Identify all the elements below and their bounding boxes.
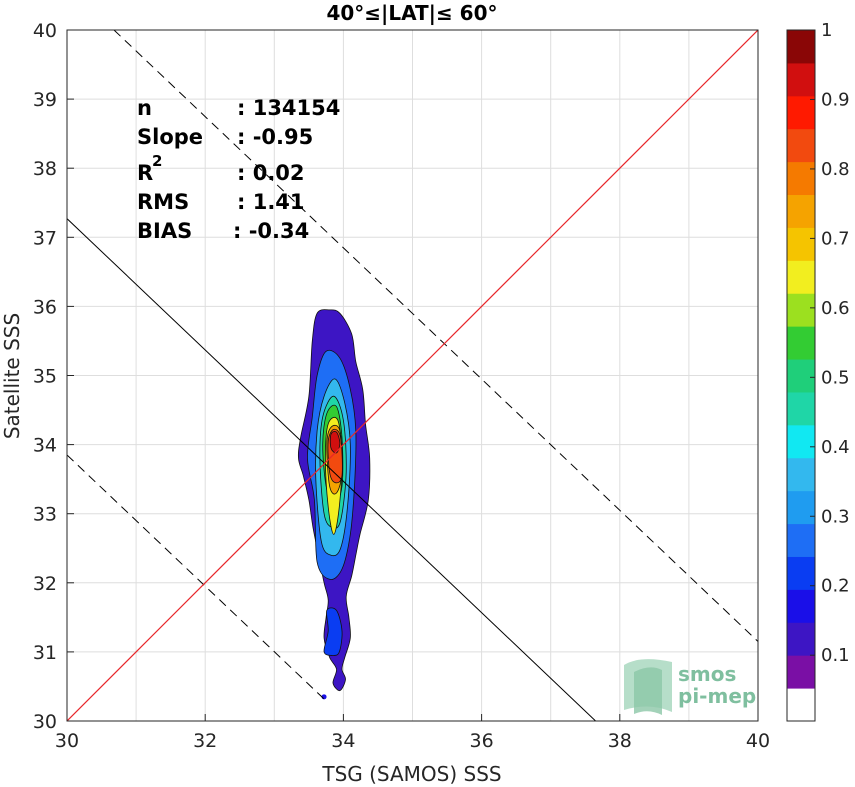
stat-r2-value: : 0.02 — [237, 161, 305, 185]
colorbar-segment — [787, 391, 815, 426]
colorbar-segment — [787, 194, 815, 228]
colorbar-segment — [787, 424, 815, 459]
colorbar-segment — [787, 688, 815, 722]
logo-line2: pi-mep — [678, 684, 756, 708]
stat-bias-label: BIAS — [137, 219, 192, 243]
x-tick-label: 36 — [470, 730, 494, 752]
stat-slope-value: : -0.95 — [237, 125, 313, 149]
colorbar-segment — [787, 95, 815, 130]
colorbar-segment — [787, 556, 815, 590]
colorbar-tick-label: 0.1 — [821, 645, 850, 666]
colorbar-tick-label: 1 — [821, 20, 832, 41]
x-tick-label: 34 — [331, 730, 355, 752]
stat-n-value: : 134154 — [237, 96, 340, 120]
colorbar-segment — [787, 589, 815, 623]
stat-rms-label: RMS — [137, 190, 189, 214]
identity-line — [67, 30, 758, 721]
colorbar-segment — [787, 293, 815, 327]
colorbar-tick-label: 0.5 — [821, 367, 850, 388]
y-tick-label: 35 — [33, 366, 57, 388]
colorbar-segment — [787, 128, 815, 163]
stat-bias-value: : -0.34 — [233, 219, 309, 243]
logo-line1: smos — [678, 662, 736, 686]
stat-r2-sup: 2 — [152, 152, 162, 170]
colorbar-segment — [787, 655, 815, 689]
x-axis-ticks: 30 32 34 36 38 40 — [55, 714, 770, 752]
stat-n-label: n — [137, 96, 152, 120]
reference-lines — [67, 30, 758, 721]
colorbar-segment — [787, 62, 815, 97]
y-tick-label: 34 — [33, 435, 57, 457]
stat-rms-value: : 1.41 — [237, 190, 305, 214]
y-tick-label: 39 — [33, 89, 57, 111]
stats-annotation: n : 134154 Slope : -0.95 R 2 : 0.02 RMS … — [137, 96, 340, 243]
y-axis-ticks: 30 31 32 33 34 35 36 37 38 39 40 — [33, 20, 74, 733]
density-contour-level-9 — [329, 431, 341, 454]
x-axis-label: TSG (SAMOS) SSS — [321, 762, 501, 786]
density-contour-level-1 — [323, 607, 343, 656]
colorbar-segment — [787, 260, 815, 294]
colorbar-segment — [787, 523, 815, 557]
colorbar-segment — [787, 161, 815, 196]
x-tick-label: 40 — [746, 730, 770, 752]
chart-title: 40°≤|LAT|≤ 60° — [326, 1, 497, 25]
smos-pimep-logo: smos pi-mep — [624, 659, 756, 715]
logo-wave-icon-2 — [634, 667, 662, 715]
y-tick-label: 32 — [33, 573, 57, 595]
colorbar-ticks: 0.1 0.2 0.3 0.4 0.5 0.6 0.7 0.8 0.9 1 — [810, 20, 850, 666]
colorbar-tick-label: 0.6 — [821, 298, 850, 319]
colorbar-frame — [786, 29, 816, 722]
y-tick-label: 36 — [33, 296, 57, 318]
colorbar-tick-label: 0.7 — [821, 228, 850, 249]
colorbar-tick-label: 0.4 — [821, 437, 850, 458]
x-tick-label: 38 — [608, 730, 632, 752]
stat-slope-label: Slope — [137, 125, 203, 149]
y-tick-label: 30 — [33, 711, 57, 733]
colorbar-tick-label: 0.9 — [821, 89, 850, 110]
colorbar-segment — [787, 622, 815, 656]
x-tick-label: 32 — [193, 730, 217, 752]
y-tick-label: 38 — [33, 158, 57, 180]
colorbar-segment — [787, 227, 815, 261]
colorbar-tick-label: 0.3 — [821, 506, 850, 527]
colorbar-segment — [787, 457, 815, 492]
y-tick-label: 31 — [33, 642, 57, 664]
x-tick-label: 30 — [55, 730, 79, 752]
y-tick-label: 40 — [33, 20, 57, 42]
colorbar-segment — [787, 359, 815, 393]
y-tick-label: 37 — [33, 227, 57, 249]
colorbar-tick-label: 0.2 — [821, 576, 850, 597]
regression-line — [67, 218, 596, 721]
y-tick-label: 33 — [33, 504, 57, 526]
stat-r2-label: R — [137, 161, 153, 185]
colorbar-segment — [787, 326, 815, 360]
colorbar-segment — [787, 30, 815, 64]
y-axis-label: Satellite SSS — [0, 313, 24, 439]
colorbar-tick-label: 0.8 — [821, 159, 850, 180]
colorbar-segment — [787, 490, 815, 525]
colorbar — [787, 30, 815, 722]
upper-bound-line — [113, 30, 758, 642]
